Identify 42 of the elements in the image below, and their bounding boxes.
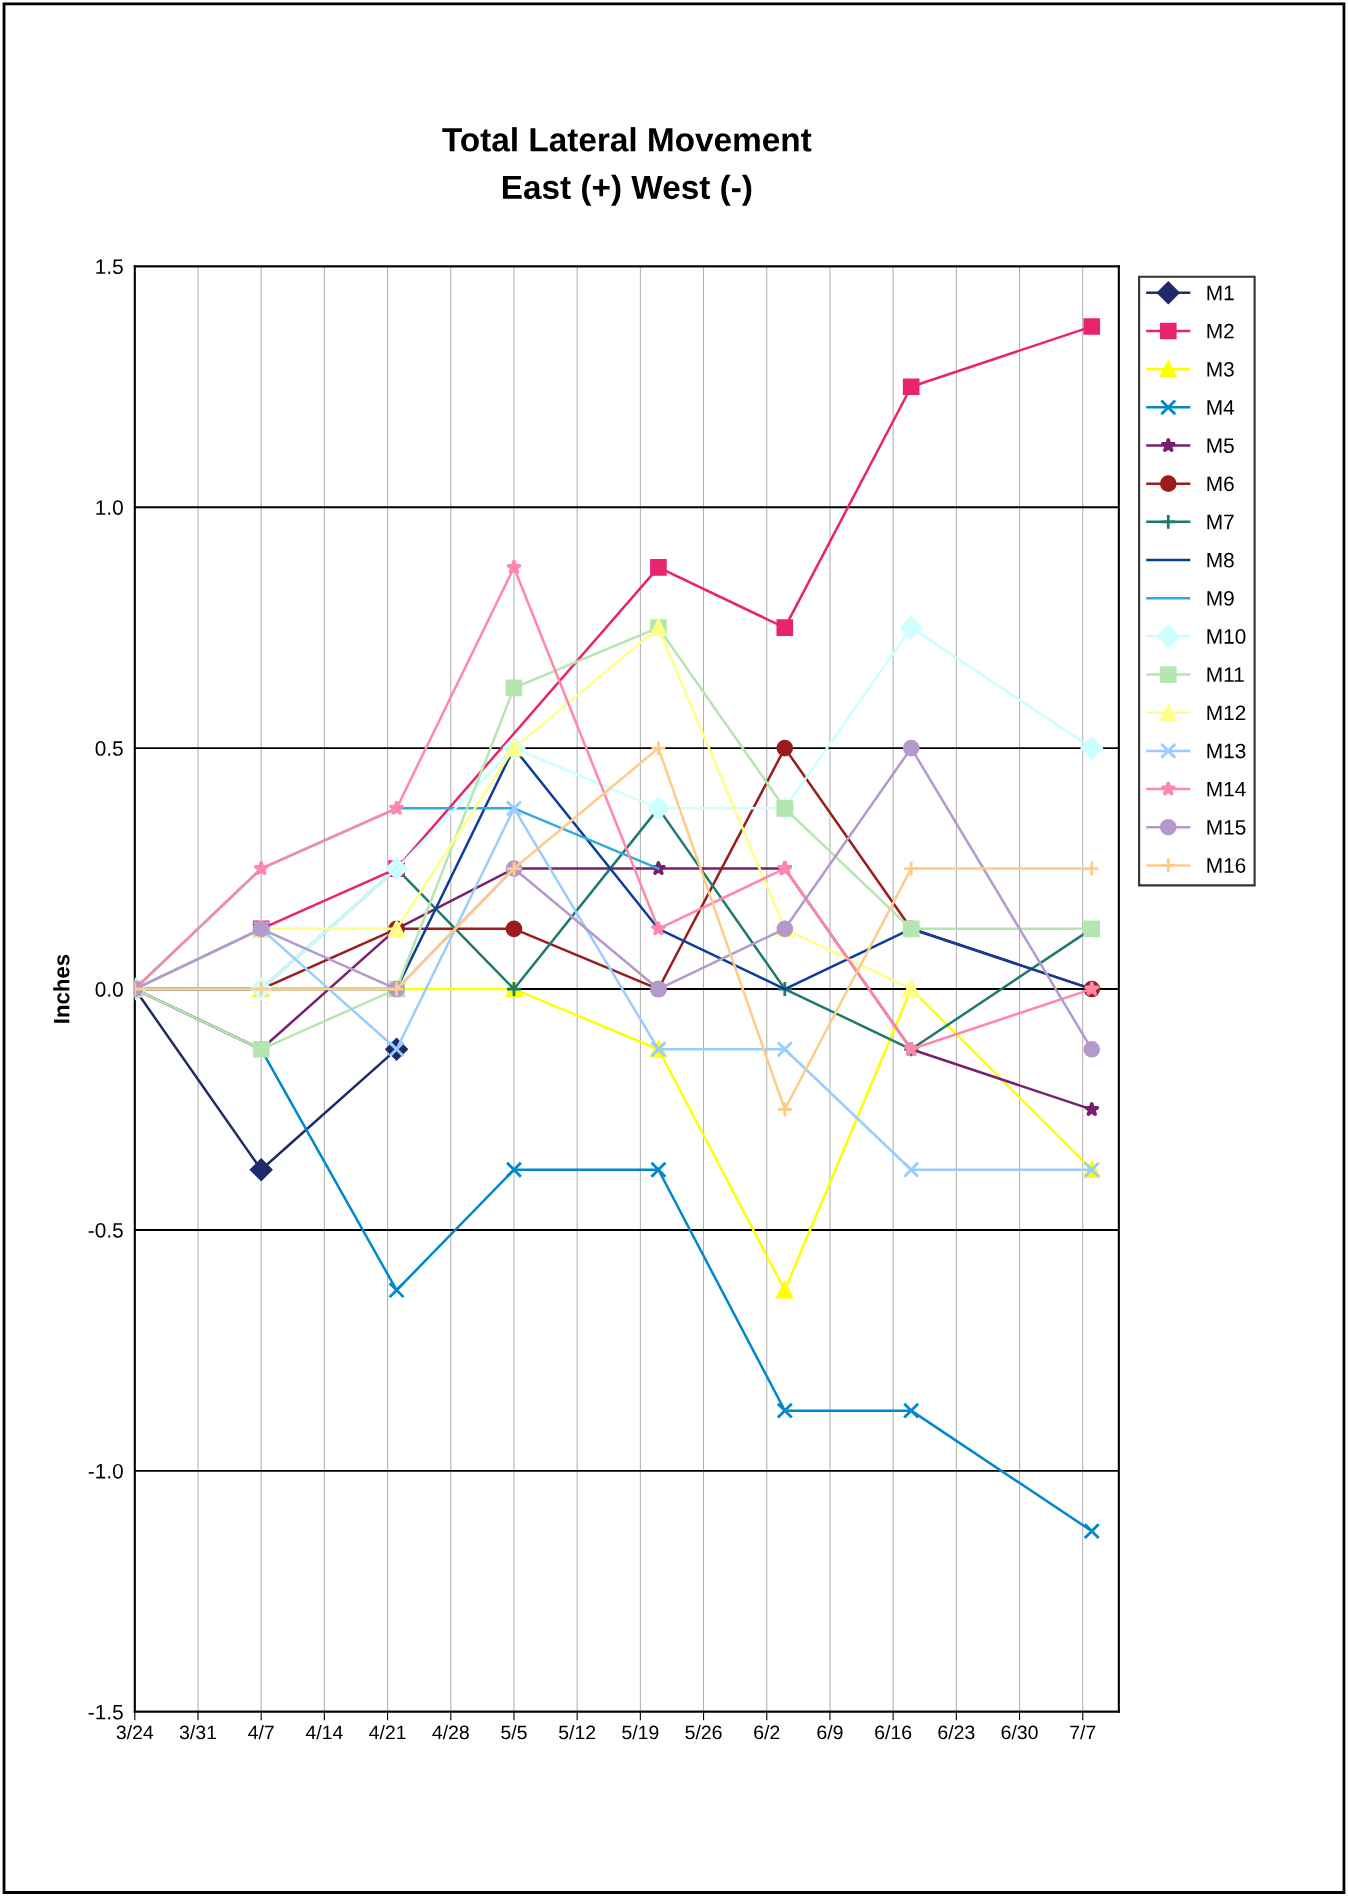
y-tick-label: 1.0 [96,500,123,515]
x-tick-label: 4/21 [369,1724,406,1740]
x-tick-label: 6/30 [1001,1724,1038,1740]
legend-label: M12 [1207,705,1246,720]
legend-label: M14 [1207,782,1246,797]
x-tick-label: 6/9 [817,1724,843,1740]
x-tick-label: 4/7 [248,1724,274,1740]
x-tick-label: 5/5 [501,1724,527,1740]
x-tick-label: 4/28 [432,1724,469,1740]
legend-label: M1 [1207,285,1234,301]
x-tick-label: 3/24 [116,1724,154,1740]
legend-label: M11 [1207,667,1244,682]
y-tick-label: 1.5 [96,259,123,275]
x-tick-label: 5/19 [622,1724,659,1740]
legend-label: M7 [1207,514,1234,530]
y-tick-label: 0.5 [95,741,123,756]
x-tick-label: 7/7 [1070,1724,1096,1740]
x-tick-label: 6/2 [754,1724,780,1740]
x-tick-label: 5/12 [559,1724,596,1740]
chart-subtitle: East (+) West (-) [502,174,752,206]
legend-label: M2 [1207,323,1234,339]
legend-label: M3 [1207,361,1234,377]
legend-label: M16 [1207,858,1246,873]
legend-label: M5 [1207,438,1234,454]
y-tick-label: -0.5 [88,1222,123,1238]
x-tick-label: 6/23 [938,1724,975,1740]
y-tick-label: -1.0 [88,1463,123,1479]
legend-label: M9 [1207,590,1234,606]
y-axis-title: Inches [53,954,70,1023]
legend-label: M13 [1207,743,1246,759]
legend-label: M8 [1207,552,1234,568]
legend-label: M4 [1207,400,1235,415]
legend-label: M10 [1207,629,1246,644]
legend-label: M6 [1207,476,1234,492]
x-tick-label: 3/31 [179,1724,216,1740]
chart-title: Total Lateral Movement [442,127,812,152]
legend-label: M15 [1207,820,1246,835]
y-tick-label: 0.0 [95,982,123,997]
x-tick-label: 5/26 [685,1724,722,1740]
x-tick-label: 6/16 [875,1724,912,1740]
x-tick-label: 4/14 [305,1724,343,1740]
y-tick-label: -1.5 [88,1705,123,1720]
